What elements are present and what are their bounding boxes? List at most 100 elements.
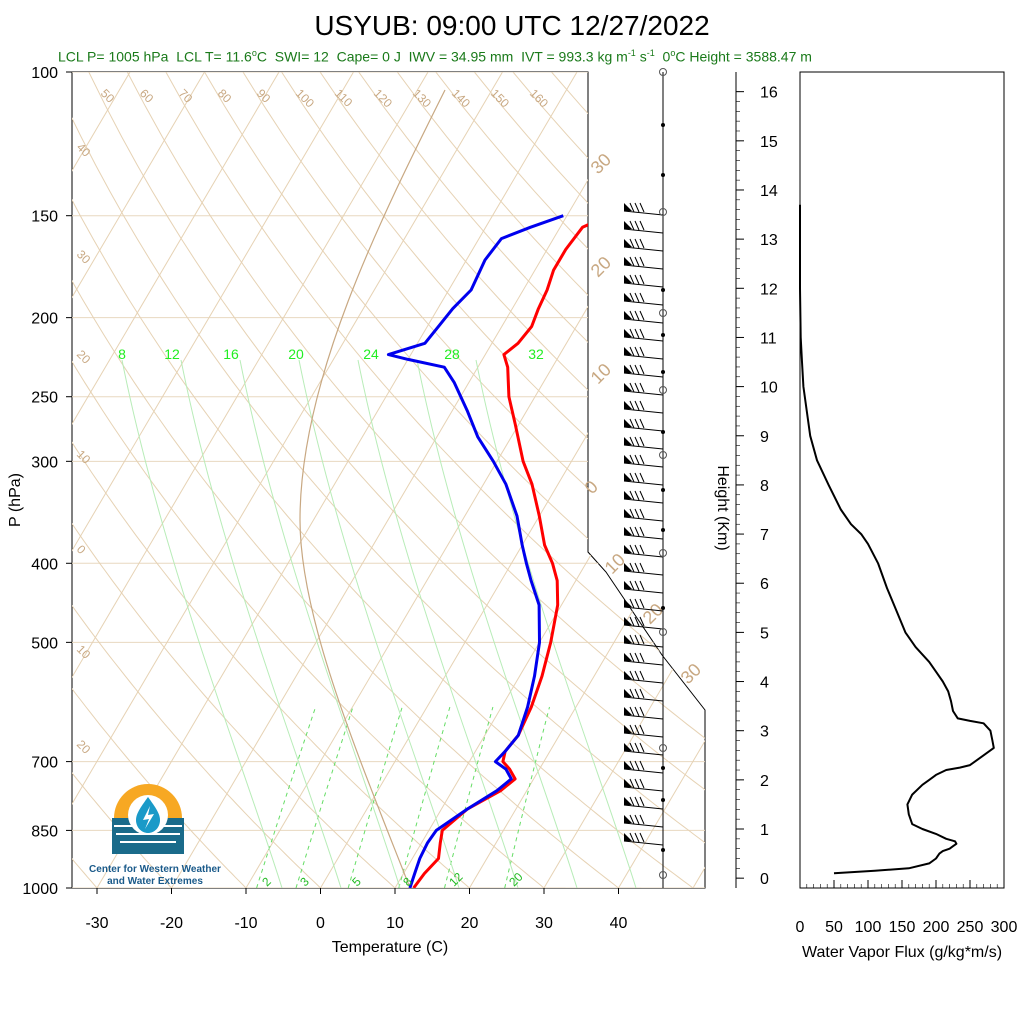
height-tick-label: 12 <box>760 281 778 298</box>
isotherm-label: 110 <box>332 86 356 110</box>
wind-barb-feather <box>629 346 635 357</box>
isotherm-line <box>171 72 652 888</box>
wind-barb-feather <box>629 382 635 393</box>
isotherm-label: 50 <box>98 86 118 106</box>
wind-barb-flag <box>624 617 632 625</box>
isotherm-line <box>72 72 354 888</box>
barb-level-dot <box>661 848 665 852</box>
dry-adiabat-line <box>72 72 566 888</box>
stat-lcl-t-unit: C <box>256 48 267 65</box>
barb-level-dot <box>661 288 665 292</box>
wind-barb-feather <box>629 328 635 339</box>
theta-label: 32 <box>528 346 544 362</box>
logo-caption: Center for Western Weather and Water Ext… <box>80 864 230 888</box>
wind-barb-staff <box>623 768 664 774</box>
wind-barb-staff <box>623 408 664 414</box>
wind-barb-feather <box>634 454 640 465</box>
wind-barb-feather <box>629 598 635 609</box>
height-tick-label: 2 <box>760 773 769 790</box>
flux-border <box>799 71 1005 889</box>
wind-barb-staff <box>623 552 664 558</box>
wind-barb-feather <box>629 688 635 699</box>
mixing-ratio-line <box>398 706 451 888</box>
wind-barb-feather <box>634 778 640 789</box>
wind-barb-flag <box>624 797 632 805</box>
flux-plot-area <box>799 71 1005 889</box>
dewpoint-profile-line <box>386 214 564 888</box>
wind-barb-feather <box>639 382 645 393</box>
flux-tick-label: 0 <box>796 919 805 936</box>
wind-barb-feather <box>629 472 635 483</box>
stat-cape: Cape= 0 J <box>336 48 401 65</box>
isotherm-label: 70 <box>176 86 196 106</box>
isotherm-line <box>692 72 705 888</box>
mixing-ratio-line <box>504 706 550 888</box>
flux-profile <box>799 204 995 875</box>
wind-barb-feather <box>639 526 645 537</box>
dry-adiabat-line <box>72 72 705 888</box>
wind-barb-feather <box>629 274 635 285</box>
height-tick-label: 1 <box>760 822 769 839</box>
logo-line-2: and Water Extremes <box>107 876 203 887</box>
isotherm-line <box>618 72 705 888</box>
wind-barb-feather <box>629 616 635 627</box>
wind-barb-feather <box>634 472 640 483</box>
wind-barb-feather <box>629 778 635 789</box>
wind-barb-flag <box>624 815 632 823</box>
barb-level-dot <box>661 606 665 610</box>
wind-barb-flag <box>624 365 632 373</box>
wind-barb-feather <box>639 202 645 213</box>
wind-barb-feather <box>629 238 635 249</box>
mixing-ratio-label: 12 <box>446 870 466 890</box>
height-tick-label: 11 <box>760 330 777 347</box>
barb-level-dot <box>661 766 665 770</box>
skewt-border <box>71 71 706 889</box>
stat-ivt: IVT = 993.3 kg m <box>521 48 628 65</box>
dry-adiabat-line <box>72 72 705 888</box>
barb-level-dot <box>661 173 665 177</box>
wind-barb-flag <box>624 293 632 301</box>
wind-barb-feather <box>639 652 645 663</box>
mixing-ratio-label: 2 <box>259 874 274 889</box>
dry-adiabat-line <box>358 72 705 888</box>
mixing-ratio-line <box>295 706 354 888</box>
theta-label: 12 <box>164 346 180 362</box>
wind-barb-feather <box>629 580 635 591</box>
x-tick-label: 0 <box>316 915 325 932</box>
wind-barb-flag <box>624 221 632 229</box>
wind-barb-staff <box>623 678 664 684</box>
height-tick-label: 14 <box>760 183 778 200</box>
skewt-background <box>72 72 705 888</box>
barb-level-dot <box>661 123 665 127</box>
dry-adiabat-line <box>72 72 339 888</box>
flux-tick-label: 50 <box>825 919 843 936</box>
wind-barb-flag <box>624 563 632 571</box>
wind-barb-flag <box>624 527 632 535</box>
wind-barb-feather <box>634 670 640 681</box>
wind-barb-feather <box>634 598 640 609</box>
dry-adiabat-line <box>204 72 705 888</box>
calm-wind-circle <box>659 386 667 394</box>
height-tick-label: 5 <box>760 625 769 642</box>
wind-barb-feather <box>634 310 640 321</box>
wind-barb-flag <box>624 635 632 643</box>
x-tick-label: -30 <box>85 915 108 932</box>
wind-barb-flag <box>624 707 632 715</box>
barb-level-dot <box>661 370 665 374</box>
wind-barb-flag <box>624 383 632 391</box>
flux-tick-label: 200 <box>923 919 950 936</box>
calm-wind-circle <box>659 208 667 216</box>
mixing-ratio-label: 20 <box>506 870 526 890</box>
y-axis-label: P (hPa) <box>7 473 24 527</box>
y-tick-label: 500 <box>31 635 58 652</box>
degree-mark: o <box>251 48 257 58</box>
moist-adiabat-line <box>298 359 460 888</box>
mixing-ratio-line <box>256 706 317 888</box>
skewt-profiles <box>386 214 609 888</box>
wind-barb-flag <box>624 419 632 427</box>
wind-barb-staff <box>623 696 664 702</box>
wind-barb-staff <box>623 534 664 540</box>
wind-barb-feather <box>629 256 635 267</box>
wind-barb-feather <box>634 346 640 357</box>
